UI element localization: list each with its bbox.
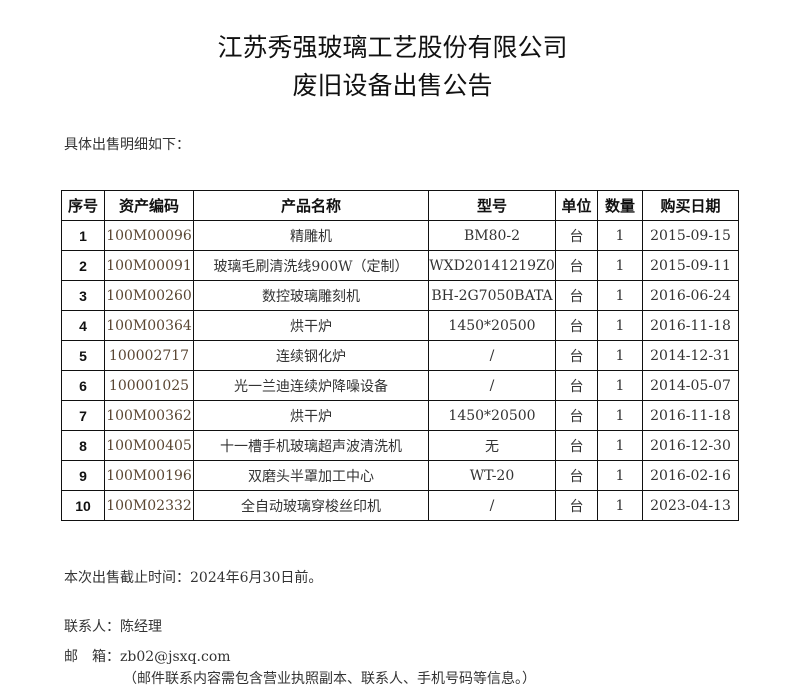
asset-code: 100M00260 (104, 280, 194, 311)
column-header: 产品名称 (193, 190, 429, 221)
equipment-table: 序号 资产编码 产品名称 型号 单位 数量 购买日期 1 100M00096 精雕机 BM80-2… (61, 190, 739, 521)
unit: 台 (555, 340, 598, 371)
purchase-date: 2016-11-18 (642, 310, 739, 341)
unit: 台 (555, 430, 598, 461)
table-header-row: 序号 资产编码 产品名称 型号 单位 数量 购买日期 (61, 190, 739, 221)
purchase-date: 2016-11-18 (642, 400, 739, 431)
product-name: 精雕机 (193, 220, 429, 251)
table-row: 7 100M00362 烘干炉 1450*20500 台 1 2016-11-18 (61, 400, 739, 431)
product-name: 烘干炉 (193, 400, 429, 431)
quantity: 1 (597, 490, 643, 521)
column-header: 数量 (597, 190, 643, 221)
model: 无 (428, 430, 556, 461)
asset-code: 100M02332 (104, 490, 194, 521)
unit: 台 (555, 370, 598, 401)
product-name: 数控玻璃雕刻机 (193, 280, 429, 311)
row-number: 3 (61, 280, 105, 311)
purchase-date: 2014-05-07 (642, 370, 739, 401)
model: 1450*20500 (428, 310, 556, 341)
model: WXD20141219Z0 (428, 250, 556, 281)
table-row: 1 100M00096 精雕机 BM80-2 台 1 2015-09-15 (61, 220, 739, 251)
unit: 台 (555, 280, 598, 311)
intro-text: 具体出售明细如下： (64, 137, 190, 153)
product-name: 双磨头半罩加工中心 (193, 460, 429, 491)
product-name: 全自动玻璃穿梭丝印机 (193, 490, 429, 521)
asset-code: 100M00091 (104, 250, 194, 281)
table-row: 3 100M00260 数控玻璃雕刻机 BH-2G7050BATA 台 1 2016-06-… (61, 280, 739, 311)
product-name: 光一兰迪连续炉降噪设备 (193, 370, 429, 401)
quantity: 1 (597, 460, 643, 491)
quantity: 1 (597, 430, 643, 461)
asset-code: 100M00362 (104, 400, 194, 431)
row-number: 4 (61, 310, 105, 341)
product-name: 玻璃毛刷清洗线900W（定制） (193, 250, 429, 281)
purchase-date: 2016-12-30 (642, 430, 739, 461)
asset-code: 100002717 (104, 340, 194, 371)
email-note: （邮件联系内容需包含营业执照副本、联系人、手机号码等信息。） (123, 671, 536, 687)
quantity: 1 (597, 250, 643, 281)
purchase-date: 2023-04-13 (642, 490, 739, 521)
row-number: 9 (61, 460, 105, 491)
model: / (428, 340, 556, 371)
product-name: 连续钢化炉 (193, 340, 429, 371)
unit: 台 (555, 310, 598, 341)
table-row: 5 100002717 连续钢化炉 / 台 1 2014-12-31 (61, 340, 739, 371)
model: / (428, 370, 556, 401)
product-name: 烘干炉 (193, 310, 429, 341)
quantity: 1 (597, 340, 643, 371)
model: BH-2G7050BATA (428, 280, 556, 311)
column-header: 序号 (61, 190, 105, 221)
quantity: 1 (597, 280, 643, 311)
contact-text: 联系人：陈经理 (64, 619, 162, 635)
purchase-date: 2014-12-31 (642, 340, 739, 371)
asset-code: 100001025 (104, 370, 194, 401)
row-number: 7 (61, 400, 105, 431)
column-header: 资产编码 (104, 190, 194, 221)
unit: 台 (555, 490, 598, 521)
row-number: 1 (61, 220, 105, 251)
column-header: 单位 (555, 190, 598, 221)
row-number: 2 (61, 250, 105, 281)
table-row: 9 100M00196 双磨头半罩加工中心 WT-20 台 1 2016-02-16 (61, 460, 739, 491)
unit: 台 (555, 220, 598, 251)
purchase-date: 2015-09-15 (642, 220, 739, 251)
email-row: 邮 箱：zb02@jsxq.com (64, 646, 231, 666)
email-label: 邮 箱： (64, 649, 120, 665)
row-number: 10 (61, 490, 105, 521)
row-number: 5 (61, 340, 105, 371)
asset-code: 100M00096 (104, 220, 194, 251)
quantity: 1 (597, 220, 643, 251)
model: BM80-2 (428, 220, 556, 251)
column-header: 购买日期 (642, 190, 739, 221)
unit: 台 (555, 460, 598, 491)
quantity: 1 (597, 400, 643, 431)
purchase-date: 2015-09-11 (642, 250, 739, 281)
notice-title: 废旧设备出售公告 (292, 71, 493, 100)
table-row: 2 100M00091 玻璃毛刷清洗线900W（定制） WXD20141219Z0 台 1… (61, 250, 739, 281)
model: / (428, 490, 556, 521)
column-header: 型号 (428, 190, 556, 221)
quantity: 1 (597, 310, 643, 341)
asset-code: 100M00364 (104, 310, 194, 341)
table-row: 10 100M02332 全自动玻璃穿梭丝印机 / 台 1 2023-04-13 (61, 490, 739, 521)
asset-code: 100M00196 (104, 460, 194, 491)
product-name: 十一槽手机玻璃超声波清洗机 (193, 430, 429, 461)
unit: 台 (555, 400, 598, 431)
purchase-date: 2016-02-16 (642, 460, 739, 491)
row-number: 6 (61, 370, 105, 401)
purchase-date: 2016-06-24 (642, 280, 739, 311)
company-title: 江苏秀强玻璃工艺股份有限公司 (217, 33, 568, 62)
model: 1450*20500 (428, 400, 556, 431)
table-row: 4 100M00364 烘干炉 1450*20500 台 1 2016-11-18 (61, 310, 739, 341)
asset-code: 100M00405 (104, 430, 194, 461)
deadline-text: 本次出售截止时间：2024年6月30日前。 (64, 570, 323, 586)
email-address[interactable]: zb02@jsxq.com (120, 649, 231, 665)
table-row: 6 100001025 光一兰迪连续炉降噪设备 / 台 1 2014-05-07 (61, 370, 739, 401)
unit: 台 (555, 250, 598, 281)
table-row: 8 100M00405 十一槽手机玻璃超声波清洗机无台 1 2016-12-30 (61, 430, 739, 461)
quantity: 1 (597, 370, 643, 401)
row-number: 8 (61, 430, 105, 461)
model: WT-20 (428, 460, 556, 491)
